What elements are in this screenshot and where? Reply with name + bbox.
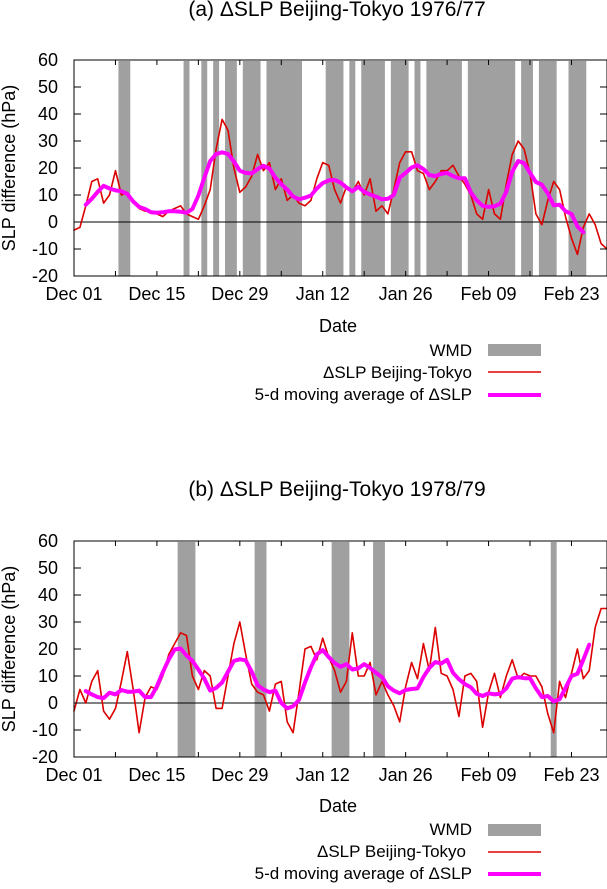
panel-b-x-tick-label: Jan 12 bbox=[296, 765, 350, 785]
panel-a-y-tick-label: 30 bbox=[38, 131, 58, 151]
panel-a-wmd-bar-10 bbox=[390, 61, 409, 276]
panel-a-wmd-bar-15 bbox=[538, 61, 557, 276]
panel-b-series bbox=[73, 607, 607, 734]
panel-a-y-tick-label: -20 bbox=[32, 266, 58, 286]
panel-a-wmd-bar-4 bbox=[225, 61, 237, 276]
panel-a-wmd-bar-0 bbox=[118, 61, 131, 276]
panel-b-x-tick-label: Feb 23 bbox=[543, 765, 599, 785]
panel-a: (a) ΔSLP Beijing-Tokyo 1976/77 -20 -10 0 10… bbox=[0, 0, 607, 404]
panel-a-legend-label-dslp: ΔSLP Beijing-Tokyo bbox=[323, 363, 472, 382]
panel-a-x-tick-label: Feb 09 bbox=[461, 284, 517, 304]
panel-b-y-tick-label: 40 bbox=[38, 585, 58, 605]
panel-a-wmd-bar-8 bbox=[349, 61, 356, 276]
panel-b-legend-label-wmd: WMD bbox=[430, 820, 472, 839]
panel-a-y-tick-label: 20 bbox=[38, 158, 58, 178]
panel-a-y-axis: -20 -10 0 10 20 30 40 50 60 bbox=[32, 50, 607, 286]
panel-b-moving-average-line bbox=[83, 642, 592, 711]
panel-b-legend-label-moving-average: 5-d moving average of ΔSLP bbox=[255, 864, 472, 883]
panel-a-x-axis-label: Date bbox=[319, 316, 357, 336]
panel-a-y-tick-label: 40 bbox=[38, 104, 58, 124]
panel-a-wmd-bar-1 bbox=[183, 61, 190, 276]
panel-b-x-axis: Dec 01 Dec 15 Dec 29 Jan 12 Jan 26 Feb 09 Feb … bbox=[45, 541, 599, 785]
panel-b-legend-label-dslp: ΔSLP Beijing-Tokyo bbox=[317, 842, 466, 861]
panel-b-y-axis-label: SLP difference (hPa) bbox=[0, 566, 19, 732]
panel-b-x-tick-label: Jan 26 bbox=[379, 765, 433, 785]
panel-b-x-tick-label: Dec 29 bbox=[211, 765, 268, 785]
panel-b-y-tick-label: -20 bbox=[32, 747, 58, 767]
panel-a-y-tick-label: 0 bbox=[48, 212, 58, 232]
panel-a-y-tick-label: 50 bbox=[38, 77, 58, 97]
panel-b-y-tick-label: 20 bbox=[38, 639, 58, 659]
panel-a-moving-average-line bbox=[83, 150, 586, 235]
panel-a-x-tick-label: Feb 23 bbox=[543, 284, 599, 304]
panel-b-wmd-bar-2 bbox=[331, 542, 350, 757]
panel-b-x-tick-label: Feb 09 bbox=[461, 765, 517, 785]
panel-b-wmd-bar-1 bbox=[254, 542, 267, 757]
panel-a-legend-swatch-wmd bbox=[488, 344, 541, 356]
panel-b-title: (b) ΔSLP Beijing-Tokyo 1978/79 bbox=[188, 478, 485, 501]
panel-a-wmd-bar-2 bbox=[201, 61, 208, 276]
panel-a-y-axis-label: SLP difference (hPa) bbox=[0, 85, 19, 251]
panel-a-title: (a) ΔSLP Beijing-Tokyo 1976/77 bbox=[188, 0, 485, 21]
panel-a-wmd-bar-16 bbox=[568, 61, 587, 276]
panel-a-legend: WMD ΔSLP Beijing-Tokyo 5-d moving averag… bbox=[255, 341, 541, 404]
panel-a-wmd-bar-6 bbox=[266, 61, 303, 276]
panel-a-x-tick-label: Jan 26 bbox=[379, 284, 433, 304]
panel-b-y-tick-label: 50 bbox=[38, 558, 58, 578]
panel-a-wmd-bar-3 bbox=[213, 61, 220, 276]
panel-a-dslp-line bbox=[73, 118, 607, 256]
panel-a-wmd-bar-9 bbox=[361, 61, 385, 276]
panel-a-legend-label-wmd: WMD bbox=[430, 341, 472, 360]
panel-b-x-tick-label: Dec 15 bbox=[128, 765, 185, 785]
panel-b-x-tick-label: Dec 01 bbox=[45, 765, 102, 785]
panel-a-x-tick-label: Dec 01 bbox=[45, 284, 102, 304]
panel-b-y-tick-label: 30 bbox=[38, 612, 58, 632]
panel-b-x-axis-label: Date bbox=[319, 796, 357, 816]
panel-b-legend: WMD ΔSLP Beijing-Tokyo 5-d moving averag… bbox=[255, 820, 541, 883]
panel-b-wmd-bar-4 bbox=[550, 542, 557, 757]
panel-a-y-tick-label: 60 bbox=[38, 50, 58, 70]
panel-a-y-tick-label: -10 bbox=[32, 239, 58, 259]
panel-a-legend-label-moving-average: 5-d moving average of ΔSLP bbox=[255, 385, 472, 404]
panel-a-x-axis: Dec 01 Dec 15 Dec 29 Jan 12 Jan 26 Feb 09 Feb … bbox=[45, 60, 599, 304]
panel-a-wmd-bar-7 bbox=[325, 61, 344, 276]
panel-b-y-tick-label: 0 bbox=[48, 693, 58, 713]
panel-b-legend-swatch-wmd bbox=[488, 824, 541, 836]
panel-b: (b) ΔSLP Beijing-Tokyo 1978/79 -20 -10 0 10… bbox=[0, 478, 607, 883]
panel-a-y-tick-label: 10 bbox=[38, 185, 58, 205]
panel-b-y-tick-label: -10 bbox=[32, 720, 58, 740]
panel-a-x-tick-label: Jan 12 bbox=[296, 284, 350, 304]
panel-a-wmd-bar-13 bbox=[467, 61, 516, 276]
panel-b-y-tick-label: 60 bbox=[38, 531, 58, 551]
panel-a-x-tick-label: Dec 15 bbox=[128, 284, 185, 304]
panel-b-wmd-bar-3 bbox=[373, 542, 385, 757]
panel-a-series bbox=[73, 118, 607, 256]
panel-b-y-tick-label: 10 bbox=[38, 666, 58, 686]
panel-b-y-axis: -20 -10 0 10 20 30 40 50 60 bbox=[32, 531, 607, 767]
panel-a-x-tick-label: Dec 29 bbox=[211, 284, 268, 304]
panel-a-wmd-bar-12 bbox=[426, 61, 462, 276]
